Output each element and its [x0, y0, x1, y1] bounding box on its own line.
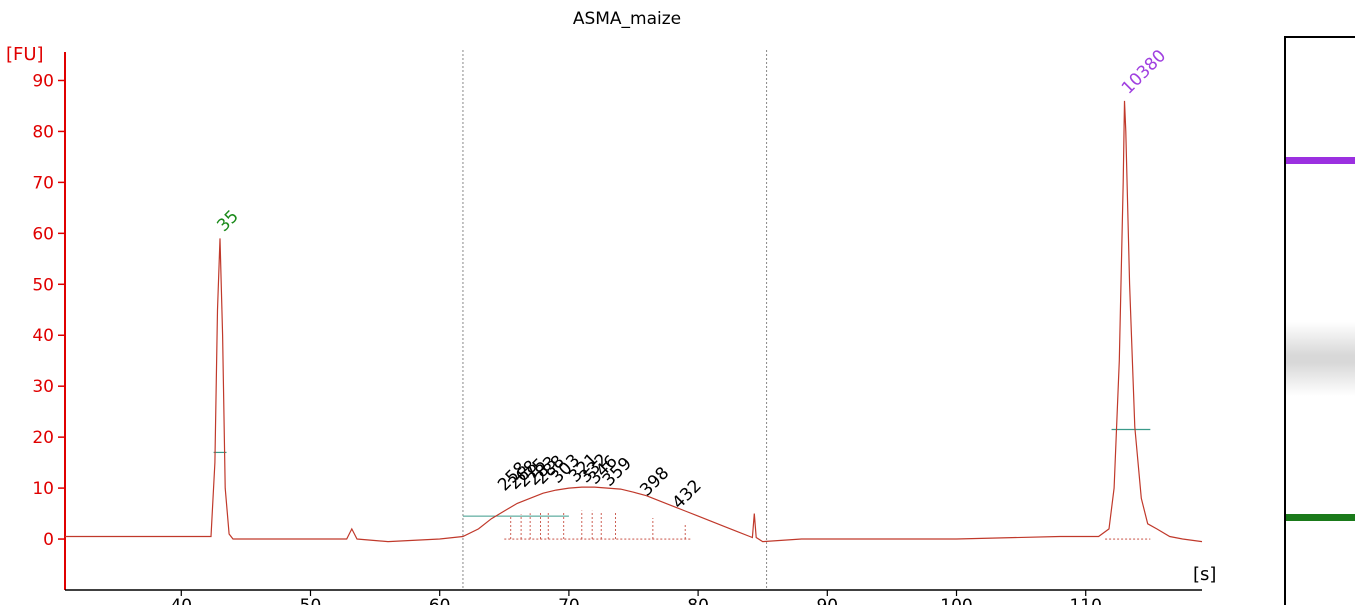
gel-image-lane	[1284, 36, 1355, 605]
axes: 0 10 20 30 40 50 60 70 80 90 40 50 60 70 80 90 100 110	[32, 52, 1202, 605]
electropherogram-chart: ASMA_maize [FU] [s] 0 10 20 30 40 50 60 70 80 90 4…	[6, 9, 1216, 605]
y-axis-label: [FU]	[6, 44, 44, 65]
y-tick-label: 60	[32, 224, 54, 244]
y-tick-label: 20	[32, 428, 54, 448]
peak-label: 35	[213, 207, 242, 236]
x-tick-label: 40	[170, 596, 192, 605]
fragment-label: 432	[669, 476, 706, 513]
x-tick-label: 80	[687, 596, 709, 605]
x-tick-label: 110	[1069, 596, 1101, 605]
y-tick-label: 30	[32, 377, 54, 397]
x-tick-label: 50	[300, 596, 322, 605]
chart-title: ASMA_maize	[573, 9, 681, 29]
gel-smear	[1286, 322, 1355, 396]
x-tick-label: 70	[558, 596, 580, 605]
region-markers	[213, 50, 1151, 590]
x-tick-label: 60	[429, 596, 451, 605]
x-tick-label: 100	[940, 596, 972, 605]
gel-band	[1286, 157, 1355, 164]
series-layer	[65, 100, 1203, 543]
y-tick-label: 50	[32, 275, 54, 295]
x-axis-label: [s]	[1193, 564, 1216, 585]
y-tick-label: 90	[32, 71, 54, 91]
y-tick-label: 10	[32, 479, 54, 499]
y-tick-label: 70	[32, 173, 54, 193]
trace-line	[65, 100, 1203, 543]
peak-label: 10380	[1118, 46, 1170, 98]
y-tick-label: 80	[32, 122, 54, 142]
y-tick-label: 40	[32, 326, 54, 346]
gel-band	[1286, 514, 1355, 521]
x-tick-label: 90	[816, 596, 838, 605]
y-tick-label: 0	[43, 530, 54, 550]
